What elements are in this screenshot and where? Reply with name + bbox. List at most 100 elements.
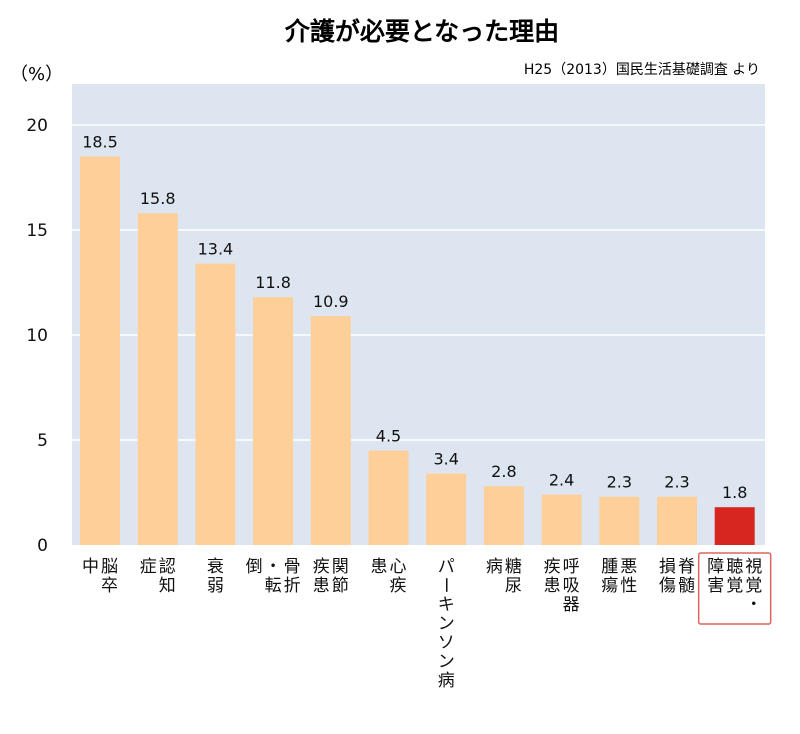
x-label-char: ソ [438, 633, 455, 653]
x-label-char: 脳 [101, 557, 118, 577]
x-label-char: 症 [140, 557, 157, 577]
x-label-char: ・ [745, 595, 762, 615]
x-label-char: 損 [659, 557, 676, 577]
data-label: 15.8 [140, 189, 176, 208]
x-category-label: 脳卒中 [82, 557, 118, 596]
plot-area [72, 84, 765, 545]
bar [657, 496, 697, 545]
x-label-char: 心 [390, 557, 407, 577]
x-label-char: 関 [332, 557, 349, 577]
x-label-char: ン [438, 652, 455, 672]
x-category-label: 骨折・転倒 [246, 557, 301, 596]
y-axis-ticks: 0 5 10 15 20 [26, 116, 48, 556]
x-label-char: 認 [159, 557, 176, 577]
data-label: 2.3 [607, 473, 632, 492]
y-tick-label: 20 [26, 116, 48, 136]
x-category-label: 衰弱 [207, 557, 224, 596]
x-label-char: 疾 [544, 557, 561, 577]
x-label-char: 吸 [563, 576, 580, 596]
x-label-char: 折 [284, 576, 301, 596]
x-label-char: 患 [371, 557, 388, 577]
highlight-box [697, 552, 772, 625]
x-label-char: 性 [620, 576, 637, 596]
y-axis-unit: （%） [10, 64, 63, 85]
x-label-char: 疾 [390, 576, 407, 596]
x-label-char: 視 [745, 557, 762, 577]
x-label-char: 傷 [659, 576, 676, 596]
bar [195, 263, 236, 545]
data-label: 2.8 [491, 462, 516, 481]
y-tick-label: 10 [26, 326, 48, 346]
x-label-char: 節 [332, 576, 349, 596]
x-category-label: 糖尿病 [486, 557, 522, 596]
bar [80, 156, 120, 545]
x-label-char: ー [435, 577, 455, 594]
x-label-char: 病 [438, 671, 455, 691]
x-label-char: 中 [82, 557, 99, 577]
x-label-char: 骨 [284, 557, 301, 577]
y-tick-label: 5 [37, 431, 48, 451]
bar [483, 486, 524, 545]
x-label-char: 患 [544, 576, 561, 596]
data-label: 11.8 [255, 273, 291, 292]
x-label-char: 卒 [101, 576, 118, 596]
bar [253, 297, 294, 545]
x-label-char: 害 [707, 576, 724, 596]
bar [599, 496, 640, 545]
x-label-char: 覚 [745, 576, 762, 596]
x-label-char: ・ [265, 557, 282, 577]
x-label-char: 器 [563, 595, 580, 615]
x-label-char: 障 [707, 557, 724, 577]
x-label-char: 患 [313, 576, 330, 596]
x-label-char: 腫 [601, 557, 618, 577]
data-label: 2.4 [549, 471, 574, 490]
data-label: 13.4 [198, 240, 234, 259]
gridlines [72, 124, 765, 441]
data-labels: 18.5 15.8 13.4 11.8 10.9 4.5 3.4 2.8 2.4 2.3 2.3 1.… [82, 133, 747, 503]
x-label-char: 病 [486, 557, 503, 577]
bar [368, 450, 409, 545]
y-tick-label: 15 [26, 221, 48, 241]
bar [137, 213, 178, 545]
x-label-char: ン [438, 614, 455, 634]
x-label-char: 尿 [505, 576, 522, 596]
data-label: 3.4 [433, 450, 458, 469]
bars [80, 156, 755, 545]
x-label-char: 瘍 [601, 576, 618, 596]
x-label-char: 弱 [207, 576, 224, 596]
x-label-char: 疾 [313, 557, 330, 577]
chart-title: 介護が必要となった理由 [284, 17, 559, 46]
bar [541, 494, 582, 545]
x-label-char: 知 [159, 576, 176, 596]
data-label: 18.5 [82, 133, 118, 152]
x-label-char: 聴 [726, 557, 743, 577]
y-tick-label: 0 [37, 536, 48, 556]
x-label-char: 覚 [726, 576, 743, 596]
bar [426, 473, 467, 545]
x-label-char: 転 [265, 576, 282, 596]
x-label-char: 悪 [620, 557, 637, 577]
data-label: 2.3 [664, 473, 689, 492]
data-label: 1.8 [722, 483, 747, 502]
x-label-char: 倒 [246, 557, 263, 577]
data-label: 10.9 [313, 292, 349, 311]
x-category-label: 心疾患 [371, 557, 407, 596]
bar [714, 507, 755, 545]
data-label: 4.5 [376, 427, 401, 446]
x-label-char: 脊 [678, 557, 695, 577]
x-label-char: 衰 [207, 557, 224, 577]
x-label-char: キ [438, 595, 455, 615]
x-label-char: 糖 [505, 557, 522, 577]
x-label-char: 呼 [563, 557, 580, 577]
source-note: H25（2013）国民生活基礎調査 より [524, 61, 760, 78]
x-label-char: パ [438, 557, 455, 577]
x-label-char: 髄 [678, 576, 695, 596]
